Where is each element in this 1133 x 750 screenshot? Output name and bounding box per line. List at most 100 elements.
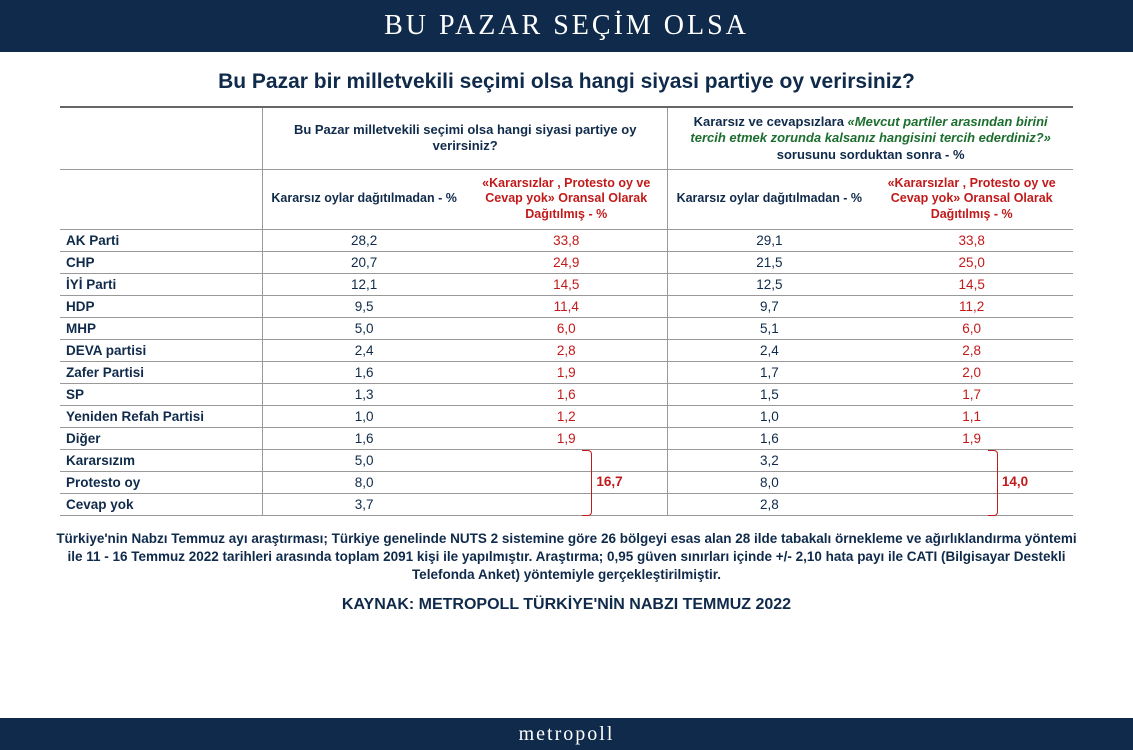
party-name: DEVA partisi <box>60 339 263 361</box>
table-row: İYİ Parti12,114,512,514,5 <box>60 273 1073 295</box>
party-name: SP <box>60 383 263 405</box>
val-b <box>465 493 668 515</box>
group-header-left: Bu Pazar milletvekili seçimi olsa hangi … <box>263 107 668 169</box>
subheader-c: Kararsız oylar dağıtılmadan - % <box>668 169 871 229</box>
gh-right-prefix: Kararsız ve cevapsızlara <box>694 114 848 129</box>
footer-bar: metropoll <box>0 718 1133 750</box>
val-b <box>465 449 668 471</box>
party-name: Protesto oy <box>60 471 263 493</box>
table-row: Diğer1,61,91,61,9 <box>60 427 1073 449</box>
val-b: 24,9 <box>465 251 668 273</box>
table-row-undecided: Cevap yok3,7 2,8 <box>60 493 1073 515</box>
val-d: 1,7 <box>870 383 1073 405</box>
val-a: 20,7 <box>263 251 466 273</box>
party-name: AK Parti <box>60 229 263 251</box>
methodology-note: Türkiye'nin Nabzı Temmuz ayı araştırması… <box>0 516 1133 591</box>
table-row: CHP20,724,921,525,0 <box>60 251 1073 273</box>
val-b: 2,8 <box>465 339 668 361</box>
table-row-undecided: Protesto oy8,016,78,014,0 <box>60 471 1073 493</box>
val-a: 12,1 <box>263 273 466 295</box>
val-d: 33,8 <box>870 229 1073 251</box>
val-a: 5,0 <box>263 449 466 471</box>
val-a: 3,7 <box>263 493 466 515</box>
val-a: 2,4 <box>263 339 466 361</box>
party-name: HDP <box>60 295 263 317</box>
party-name: Zafer Partisi <box>60 361 263 383</box>
subtitle: Bu Pazar bir milletvekili seçimi olsa ha… <box>0 52 1133 106</box>
val-c: 12,5 <box>668 273 871 295</box>
poll-table: Bu Pazar milletvekili seçimi olsa hangi … <box>60 106 1073 516</box>
val-c: 21,5 <box>668 251 871 273</box>
val-b: 1,2 <box>465 405 668 427</box>
val-a: 8,0 <box>263 471 466 493</box>
party-name: Kararsızım <box>60 449 263 471</box>
val-c: 2,4 <box>668 339 871 361</box>
val-c: 1,0 <box>668 405 871 427</box>
val-a: 9,5 <box>263 295 466 317</box>
val-d: 11,2 <box>870 295 1073 317</box>
val-d: 25,0 <box>870 251 1073 273</box>
val-b: 33,8 <box>465 229 668 251</box>
group-header-right: Kararsız ve cevapsızlara «Mevcut partile… <box>668 107 1073 169</box>
table-row: SP1,31,61,51,7 <box>60 383 1073 405</box>
val-d: 14,5 <box>870 273 1073 295</box>
val-a: 1,6 <box>263 427 466 449</box>
bracket-left-cell: 16,7 <box>465 471 668 493</box>
val-c: 2,8 <box>668 493 871 515</box>
subheader-b: «Kararsızlar , Protesto oy ve Cevap yok»… <box>465 169 668 229</box>
table-row-undecided: Kararsızım5,0 3,2 <box>60 449 1073 471</box>
table-row: HDP9,511,49,711,2 <box>60 295 1073 317</box>
val-d: 1,9 <box>870 427 1073 449</box>
party-name: Diğer <box>60 427 263 449</box>
val-c: 1,6 <box>668 427 871 449</box>
val-a: 1,6 <box>263 361 466 383</box>
table-row: Yeniden Refah Partisi1,01,21,01,1 <box>60 405 1073 427</box>
val-c: 8,0 <box>668 471 871 493</box>
val-d <box>870 493 1073 515</box>
val-b: 6,0 <box>465 317 668 339</box>
val-b: 14,5 <box>465 273 668 295</box>
val-b: 1,9 <box>465 427 668 449</box>
val-c: 1,5 <box>668 383 871 405</box>
val-c: 29,1 <box>668 229 871 251</box>
page-title: BU PAZAR SEÇİM OLSA <box>384 10 749 42</box>
party-name: CHP <box>60 251 263 273</box>
header-blank <box>60 107 263 169</box>
bracket-right-cell: 14,0 <box>870 471 1073 493</box>
val-a: 28,2 <box>263 229 466 251</box>
table-row: Zafer Partisi1,61,91,72,0 <box>60 361 1073 383</box>
bracket-icon <box>582 450 592 516</box>
val-c: 5,1 <box>668 317 871 339</box>
gh-right-suffix: sorusunu sorduktan sonra - % <box>777 147 965 162</box>
val-d: 2,0 <box>870 361 1073 383</box>
table-row: DEVA partisi2,42,82,42,8 <box>60 339 1073 361</box>
party-name: Cevap yok <box>60 493 263 515</box>
val-b: 11,4 <box>465 295 668 317</box>
subheader-a: Kararsız oylar dağıtılmadan - % <box>263 169 466 229</box>
subheader-blank <box>60 169 263 229</box>
val-c: 1,7 <box>668 361 871 383</box>
table-row: MHP5,06,05,16,0 <box>60 317 1073 339</box>
title-bar: BU PAZAR SEÇİM OLSA <box>0 0 1133 52</box>
table-row: AK Parti28,233,829,133,8 <box>60 229 1073 251</box>
bracket-right-total: 14,0 <box>1002 474 1028 489</box>
bracket-left-total: 16,7 <box>596 474 622 489</box>
val-d: 2,8 <box>870 339 1073 361</box>
source-line: KAYNAK: METROPOLL TÜRKİYE'NİN NABZI TEMM… <box>0 590 1133 624</box>
party-name: Yeniden Refah Partisi <box>60 405 263 427</box>
val-a: 5,0 <box>263 317 466 339</box>
val-b: 1,9 <box>465 361 668 383</box>
footer-brand: metropoll <box>519 723 615 746</box>
val-a: 1,0 <box>263 405 466 427</box>
party-name: İYİ Parti <box>60 273 263 295</box>
party-name: MHP <box>60 317 263 339</box>
val-d <box>870 449 1073 471</box>
val-c: 9,7 <box>668 295 871 317</box>
bracket-icon <box>988 450 998 516</box>
val-a: 1,3 <box>263 383 466 405</box>
val-c: 3,2 <box>668 449 871 471</box>
val-d: 1,1 <box>870 405 1073 427</box>
poll-table-wrap: Bu Pazar milletvekili seçimi olsa hangi … <box>0 106 1133 516</box>
val-b: 1,6 <box>465 383 668 405</box>
subheader-d: «Kararsızlar , Protesto oy ve Cevap yok»… <box>870 169 1073 229</box>
